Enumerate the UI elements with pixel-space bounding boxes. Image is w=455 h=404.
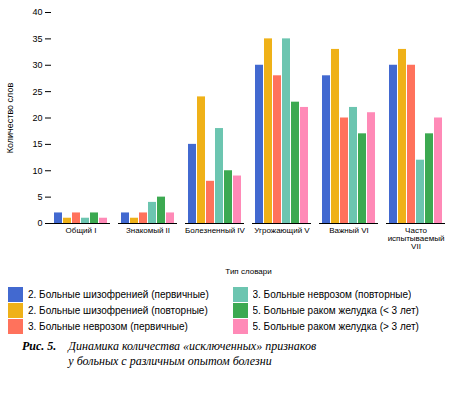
svg-text:ЧастоиспытываемыйVII: ЧастоиспытываемыйVII bbox=[388, 226, 445, 251]
svg-text:Тип словари: Тип словари bbox=[225, 267, 271, 276]
svg-text:10: 10 bbox=[32, 166, 42, 176]
html-text:5. Больные раком желудка (< 3: 5. Больные раком желудка (< 3 лет) bbox=[252, 305, 419, 316]
svg-text:Угрожающий V: Угрожающий V bbox=[254, 226, 310, 235]
html-text:5. Больные раком желудка (> 3: 5. Больные раком желудка (> 3 лет) bbox=[252, 321, 419, 332]
svg-text:15: 15 bbox=[32, 139, 42, 149]
svg-text:Общий I: Общий I bbox=[66, 226, 97, 235]
html-text:3. Больные неврозом (повторные: 3. Больные неврозом (повторные) bbox=[252, 289, 412, 300]
svg-text:40: 40 bbox=[32, 7, 42, 17]
svg-text:Болезненный IV: Болезненный IV bbox=[185, 226, 246, 235]
svg-text:Важный VI: Важный VI bbox=[329, 226, 369, 235]
svg-text:30: 30 bbox=[32, 60, 42, 70]
svg-text:5: 5 bbox=[37, 192, 42, 202]
svg-text:35: 35 bbox=[32, 34, 42, 44]
svg-text:Количество слов: Количество слов bbox=[5, 83, 15, 154]
html-text:2. Больные шизофренией (первич: 2. Больные шизофренией (первичные) bbox=[28, 289, 209, 300]
html-text:Рис. 5.: Рис. 5. bbox=[22, 339, 57, 353]
html-text:Динамика количества «исключенн: Динамика количества «исключенных» призна… bbox=[68, 339, 317, 368]
svg-text:20: 20 bbox=[32, 113, 42, 123]
svg-text:25: 25 bbox=[32, 87, 42, 97]
html-text:2. Больные шизофренией (повтор: 2. Больные шизофренией (повторные) bbox=[28, 305, 208, 316]
svg-text:Знакомый II: Знакомый II bbox=[126, 226, 170, 235]
svg-text:0: 0 bbox=[37, 218, 42, 228]
html-text:3. Больные неврозом (первичные: 3. Больные неврозом (первичные) bbox=[28, 321, 188, 332]
